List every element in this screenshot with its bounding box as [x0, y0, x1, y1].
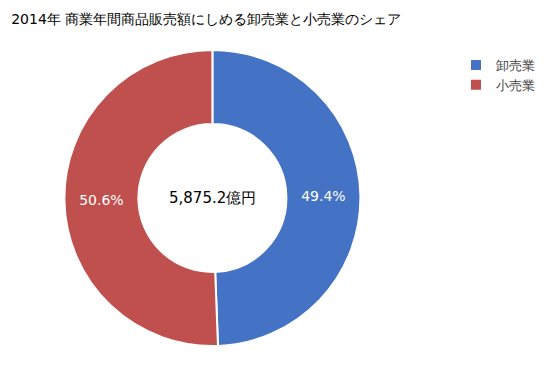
svg-text:50.6%: 50.6% — [79, 192, 123, 208]
svg-text:卸売業: 卸売業 — [496, 58, 535, 73]
svg-text:2014年 商業年間商品販売額にしめる卸売業と小売業のシェア: 2014年 商業年間商品販売額にしめる卸売業と小売業のシェア — [11, 11, 401, 27]
svg-text:小売業: 小売業 — [496, 78, 535, 93]
svg-text:49.4%: 49.4% — [301, 188, 345, 204]
svg-text:5,875.2億円: 5,875.2億円 — [169, 189, 256, 207]
